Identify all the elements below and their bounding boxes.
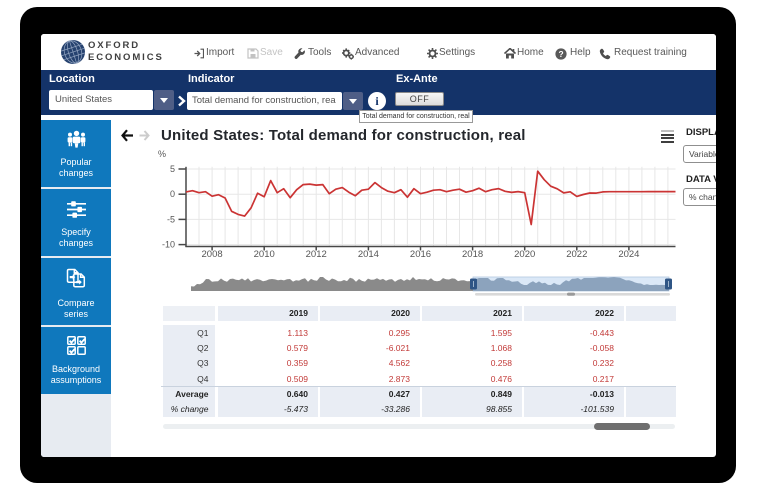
svg-text:2024: 2024 (618, 249, 639, 260)
svg-text:-5: -5 (167, 214, 175, 224)
svg-text:-10: -10 (162, 240, 175, 250)
svg-text:2016: 2016 (410, 249, 431, 260)
svg-text:2020: 2020 (514, 249, 535, 260)
svg-text:2010: 2010 (254, 249, 275, 260)
svg-text:?: ? (558, 49, 563, 59)
svg-text:2022: 2022 (566, 249, 587, 260)
svg-text:2014: 2014 (358, 249, 379, 260)
svg-text:2008: 2008 (202, 249, 223, 260)
svg-text:2012: 2012 (306, 249, 327, 260)
svg-text:0: 0 (170, 189, 175, 199)
svg-text:2018: 2018 (462, 249, 483, 260)
svg-text:%: % (158, 149, 166, 159)
svg-text:5: 5 (170, 164, 175, 174)
